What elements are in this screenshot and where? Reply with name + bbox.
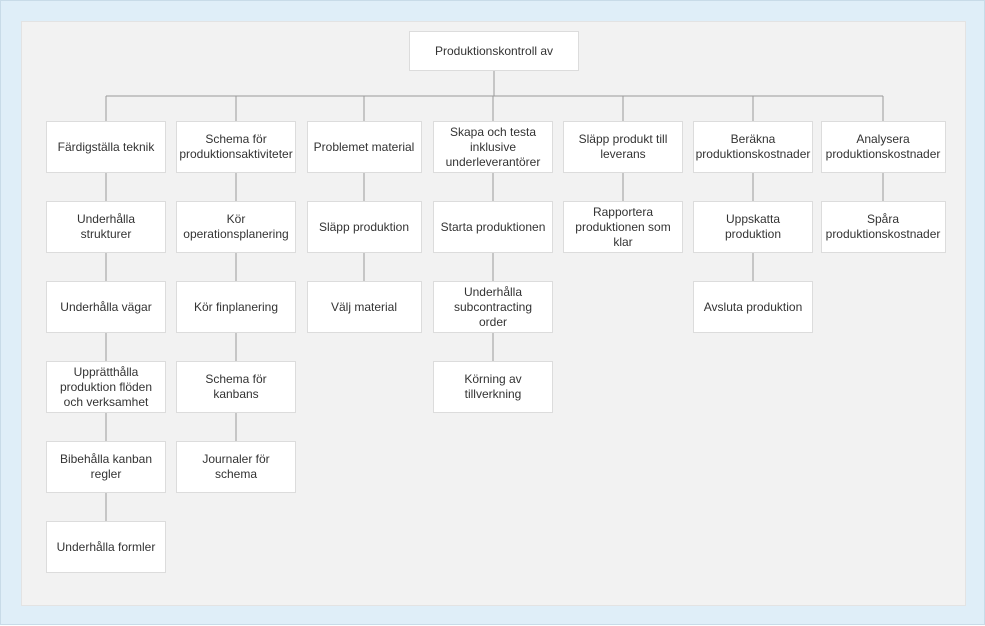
node-col4-1-label: Starta produktionen xyxy=(441,220,546,235)
node-col2-2: Kör finplanering xyxy=(176,281,296,333)
node-col2-2-label: Kör finplanering xyxy=(194,300,278,315)
node-col6-0: Beräkna produktionskostnader xyxy=(693,121,813,173)
node-col1-5: Underhålla formler xyxy=(46,521,166,573)
node-col6-0-label: Beräkna produktionskostnader xyxy=(696,132,811,162)
node-col7-1: Spåra produktionskostnader xyxy=(821,201,946,253)
root-node: Produktionskontroll av xyxy=(409,31,579,71)
node-col4-3-label: Körning av tillverkning xyxy=(440,372,546,402)
node-col1-3-label: Upprätthålla produktion flöden och verks… xyxy=(53,365,159,410)
node-col2-1-label: Kör operationsplanering xyxy=(183,212,289,242)
node-col1-1: Underhålla strukturer xyxy=(46,201,166,253)
node-col3-2-label: Välj material xyxy=(331,300,397,315)
node-col1-4: Bibehålla kanban regler xyxy=(46,441,166,493)
node-col6-1-label: Uppskatta produktion xyxy=(700,212,806,242)
node-col3-1: Släpp produktion xyxy=(307,201,422,253)
node-col5-1-label: Rapportera produktionen som klar xyxy=(570,205,676,250)
node-col2-0: Schema för produktionsaktiviteter xyxy=(176,121,296,173)
node-col4-2-label: Underhålla subcontracting order xyxy=(440,285,546,330)
node-col6-2: Avsluta produktion xyxy=(693,281,813,333)
node-col4-2: Underhålla subcontracting order xyxy=(433,281,553,333)
node-col1-2-label: Underhålla vägar xyxy=(60,300,151,315)
node-col4-0-label: Skapa och testa inklusive underleverantö… xyxy=(440,125,546,170)
node-col1-3: Upprätthålla produktion flöden och verks… xyxy=(46,361,166,413)
node-col3-1-label: Släpp produktion xyxy=(319,220,409,235)
node-col1-0: Färdigställa teknik xyxy=(46,121,166,173)
node-col1-5-label: Underhålla formler xyxy=(57,540,156,555)
node-col2-0-label: Schema för produktionsaktiviteter xyxy=(179,132,292,162)
node-col4-3: Körning av tillverkning xyxy=(433,361,553,413)
node-col7-1-label: Spåra produktionskostnader xyxy=(826,212,941,242)
node-col6-2-label: Avsluta produktion xyxy=(704,300,803,315)
node-col3-2: Välj material xyxy=(307,281,422,333)
node-col1-2: Underhålla vägar xyxy=(46,281,166,333)
node-col7-0: Analysera produktionskostnader xyxy=(821,121,946,173)
node-col1-0-label: Färdigställa teknik xyxy=(58,140,155,155)
node-col4-0: Skapa och testa inklusive underleverantö… xyxy=(433,121,553,173)
node-col5-0-label: Släpp produkt till leverans xyxy=(570,132,676,162)
diagram-outer-frame: Produktionskontroll av Färdigställa tekni… xyxy=(0,0,985,625)
node-col2-4: Journaler för schema xyxy=(176,441,296,493)
node-col2-3: Schema för kanbans xyxy=(176,361,296,413)
node-col2-3-label: Schema för kanbans xyxy=(183,372,289,402)
node-col1-1-label: Underhålla strukturer xyxy=(53,212,159,242)
node-col3-0-label: Problemet material xyxy=(314,140,415,155)
node-col7-0-label: Analysera produktionskostnader xyxy=(826,132,941,162)
node-col4-1: Starta produktionen xyxy=(433,201,553,253)
node-col5-1: Rapportera produktionen som klar xyxy=(563,201,683,253)
node-col5-0: Släpp produkt till leverans xyxy=(563,121,683,173)
node-col6-1: Uppskatta produktion xyxy=(693,201,813,253)
root-node-label: Produktionskontroll av xyxy=(435,44,553,59)
node-col3-0: Problemet material xyxy=(307,121,422,173)
node-col2-1: Kör operationsplanering xyxy=(176,201,296,253)
node-col2-4-label: Journaler för schema xyxy=(183,452,289,482)
node-col1-4-label: Bibehålla kanban regler xyxy=(53,452,159,482)
